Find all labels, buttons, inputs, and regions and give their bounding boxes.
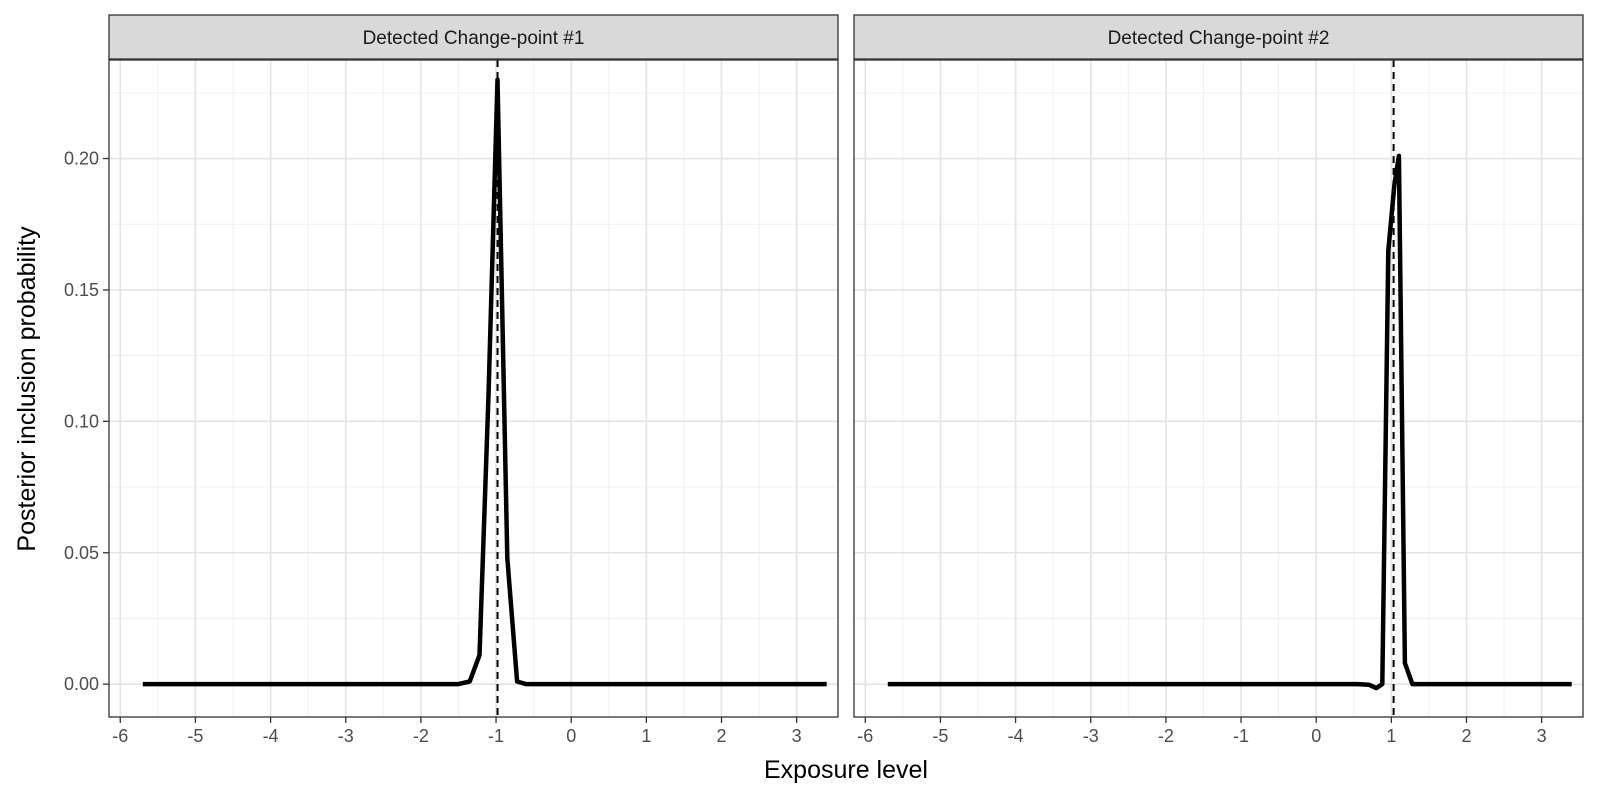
strip-label: Detected Change-point #2 <box>1108 28 1330 49</box>
strip-background <box>108 14 839 60</box>
x-tick-label: -3 <box>1083 726 1099 746</box>
x-tick-label: 0 <box>566 726 576 746</box>
strip-background <box>853 14 1584 60</box>
x-tick-label: -2 <box>1158 726 1174 746</box>
y-tick-label: 0.20 <box>64 149 99 169</box>
x-tick-label: -1 <box>488 726 504 746</box>
x-tick-label: -4 <box>263 726 279 746</box>
strip-label: Detected Change-point #1 <box>363 28 585 49</box>
x-tick-label: 3 <box>792 726 802 746</box>
posterior-probability-line <box>142 77 827 687</box>
x-tick-label: -1 <box>1233 726 1249 746</box>
y-tick-label: 0.10 <box>64 411 99 431</box>
panel-change-point-2: Detected Change-point #2 <box>853 14 1584 718</box>
x-tick-label: 1 <box>641 726 651 746</box>
panel-change-point-1: Detected Change-point #1 <box>108 14 839 718</box>
y-tick-label: 0.15 <box>64 280 99 300</box>
x-tick-label: -2 <box>413 726 429 746</box>
x-tick-label: 2 <box>717 726 727 746</box>
x-tick-label: 2 <box>1462 726 1472 746</box>
plot-background <box>109 60 838 717</box>
x-tick-label: -6 <box>112 726 128 746</box>
panel-border <box>853 59 1584 718</box>
plot-background <box>854 60 1583 717</box>
x-axis-panel-2: -6 -5 -4 -3 -2 -1 0 1 2 3 <box>857 717 1547 746</box>
x-tick-label: 0 <box>1311 726 1321 746</box>
y-tick-label: 0.05 <box>64 543 99 563</box>
x-tick-label: -3 <box>338 726 354 746</box>
x-tick-label: -5 <box>932 726 948 746</box>
y-tick-label: 0.00 <box>64 674 99 694</box>
x-tick-label: -6 <box>857 726 873 746</box>
x-tick-label: 1 <box>1386 726 1396 746</box>
x-axis-title: Exposure level <box>764 756 928 784</box>
x-tick-label: -4 <box>1008 726 1024 746</box>
x-axis-panel-1: -6 -5 -4 -3 -2 -1 0 1 2 3 <box>112 717 802 746</box>
x-tick-label: -5 <box>187 726 203 746</box>
y-axis: 0.00 0.05 0.10 0.15 0.20 <box>64 149 109 694</box>
y-axis-title: Posterior inclusion probability <box>13 226 41 552</box>
panel-border <box>108 59 839 718</box>
x-tick-label: 3 <box>1537 726 1547 746</box>
posterior-probability-line <box>887 153 1572 691</box>
